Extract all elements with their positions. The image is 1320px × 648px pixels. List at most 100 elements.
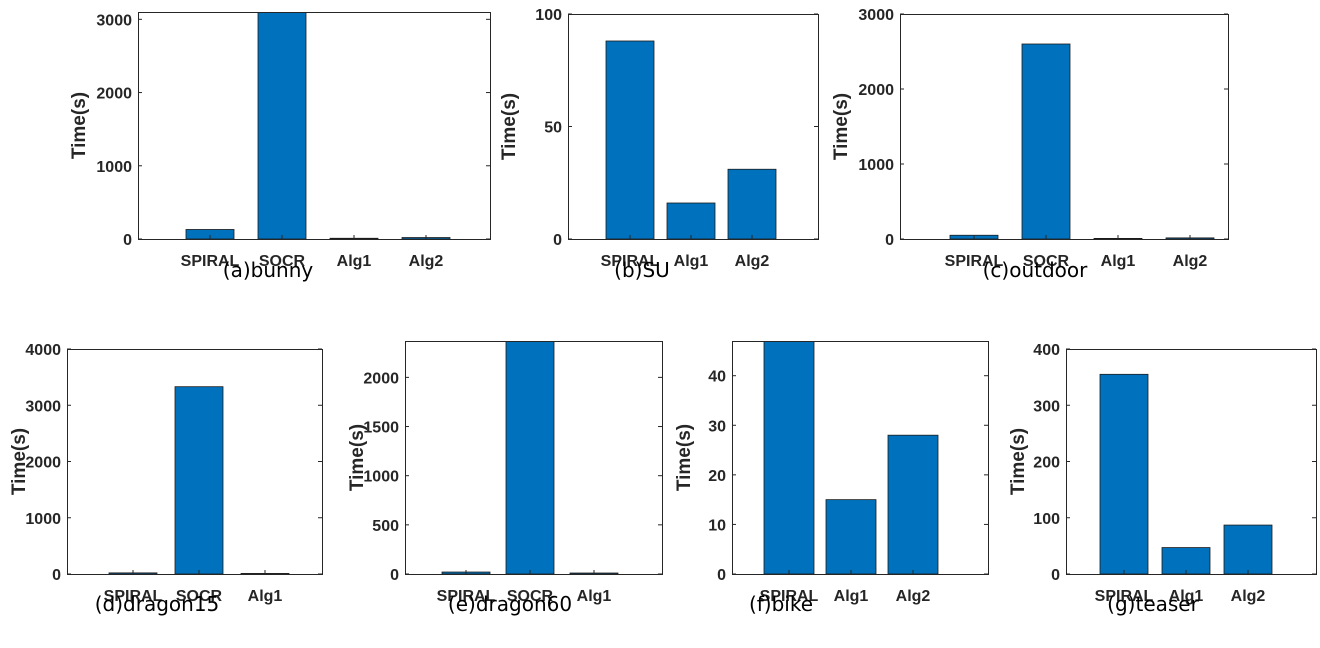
subplot-caption: (f)bike (749, 592, 813, 616)
bar-socr (257, 12, 307, 239)
subplot-4: 0 1000 2000 3000 4000 SPIRAL SOCR Alg1 Time(s) (d… (9, 342, 323, 616)
x-tick-label: SPIRAL (601, 253, 660, 270)
y-tick-label: 2000 (96, 86, 132, 103)
x-tick-label: SPIRAL (760, 588, 819, 605)
y-tick-label: 0 (52, 567, 61, 584)
x-tick-label: Alg2 (896, 588, 931, 605)
x-tick-label: Alg1 (577, 588, 612, 605)
y-tick-label: 400 (1033, 342, 1060, 359)
bars (605, 40, 777, 239)
y-tick-label: 3000 (25, 398, 61, 415)
y-tick-label: 0 (1051, 567, 1060, 584)
y-tick-label: 3000 (96, 12, 132, 29)
axes-frame (732, 341, 989, 575)
bar-alg1 (1161, 547, 1211, 574)
x-tick-label: Alg1 (248, 588, 283, 605)
y-tick-label: 10 (708, 517, 726, 534)
y-tick-label: 1000 (25, 511, 61, 528)
subplot-5: 0 500 1000 1500 2000 SPIRAL SOCR Alg1 Time(s) (e)… (347, 341, 663, 616)
subplot-7: 0 100 200 300 400 SPIRAL Alg1 Alg2 Time(s) (g)tea… (1008, 342, 1317, 616)
subplot-caption: (d)dragon15 (95, 592, 220, 616)
y-tick-label: 0 (885, 232, 894, 249)
x-tick-label: SOCR (176, 588, 223, 605)
axes-frame (138, 12, 491, 240)
axes-frame (900, 14, 1229, 240)
y-tick-label: 2000 (25, 455, 61, 472)
y-axis-label: Time(s) (499, 93, 520, 160)
y-tick-label: 4000 (25, 342, 61, 359)
y-tick-label: 0 (123, 232, 132, 249)
subplot-caption: (c)outdoor (983, 258, 1089, 282)
bar-alg2 (727, 168, 777, 239)
bars (441, 341, 619, 574)
x-tick-label: Alg1 (674, 253, 709, 270)
bars (108, 386, 290, 574)
y-tick-label: 1500 (363, 420, 399, 437)
x-tick-label: SOCR (1023, 253, 1070, 270)
y-tick-label: 40 (708, 369, 726, 386)
x-tick-label: Alg2 (409, 253, 444, 270)
x-tick-label: Alg2 (1173, 253, 1208, 270)
y-tick-label: 50 (544, 120, 562, 137)
y-axis-label: Time(s) (831, 93, 852, 160)
bar-alg1 (825, 499, 877, 574)
y-tick-label: 100 (535, 7, 562, 24)
bar-spiral (185, 229, 235, 239)
bar-socr (1021, 43, 1071, 239)
x-tick-label: Alg1 (1169, 588, 1204, 605)
bars (949, 43, 1215, 239)
bar-spiral (763, 341, 815, 574)
y-tick-label: 2000 (858, 82, 894, 99)
y-axis-label: Time(s) (347, 424, 368, 491)
y-tick-label: 0 (390, 567, 399, 584)
y-tick-label: 3000 (858, 7, 894, 24)
subplot-caption: (b)SU (614, 258, 670, 282)
bar-socr (174, 386, 224, 574)
bar-alg2 (887, 434, 939, 574)
subplot-6: 0 10 20 30 40 SPIRAL Alg1 Alg2 Time(s) (f)bike (674, 341, 989, 616)
subplot-2: 0 50 100 SPIRAL Alg1 Alg2 Time(s) (b)SU (499, 7, 819, 282)
y-tick-label: 1000 (96, 159, 132, 176)
x-tick-label: SPIRAL (945, 253, 1004, 270)
x-tick-label: SOCR (259, 253, 306, 270)
y-tick-label: 30 (708, 418, 726, 435)
subplot-caption: (g)teaser (1107, 592, 1199, 616)
bar-alg2 (1223, 524, 1273, 574)
x-tick-label: Alg1 (337, 253, 372, 270)
y-tick-label: 500 (372, 518, 399, 535)
x-tick-label: SPIRAL (104, 588, 163, 605)
bars (763, 341, 939, 574)
y-tick-label: 20 (708, 468, 726, 485)
x-tick-label: Alg1 (1101, 253, 1136, 270)
y-tick-label: 2000 (363, 370, 399, 387)
bar-alg1 (666, 202, 716, 239)
y-tick-label: 100 (1033, 511, 1060, 528)
bar-spiral (1099, 373, 1149, 574)
axes-frame (405, 341, 663, 575)
bar-spiral (605, 40, 655, 239)
bars (1099, 373, 1273, 574)
x-tick-label: Alg1 (834, 588, 869, 605)
x-tick-label: SPIRAL (1095, 588, 1154, 605)
y-tick-label: 1000 (363, 469, 399, 486)
bar-socr (505, 341, 555, 574)
bars (185, 12, 451, 239)
y-tick-label: 1000 (858, 157, 894, 174)
subplot-caption: (e)dragon60 (448, 592, 572, 616)
y-axis-label: Time(s) (69, 92, 90, 159)
x-tick-label: SPIRAL (181, 253, 240, 270)
x-tick-label: SOCR (507, 588, 554, 605)
y-tick-label: 0 (553, 232, 562, 249)
y-axis-label: Time(s) (9, 428, 30, 495)
x-tick-label: Alg2 (1231, 588, 1266, 605)
subplot-caption: (a)bunny (223, 258, 314, 282)
y-tick-label: 300 (1033, 398, 1060, 415)
y-axis-label: Time(s) (674, 424, 695, 491)
x-tick-label: SPIRAL (437, 588, 496, 605)
y-tick-label: 200 (1033, 455, 1060, 472)
subplot-3: 0 1000 2000 3000 SPIRAL SOCR Alg1 Alg2 Time(s) (c… (831, 7, 1229, 282)
x-tick-label: Alg2 (735, 253, 770, 270)
subplot-1: 0 1000 2000 3000 SPIRAL SOCR Alg1 Alg2 Time(s) (a… (69, 12, 491, 282)
y-tick-label: 0 (717, 567, 726, 584)
